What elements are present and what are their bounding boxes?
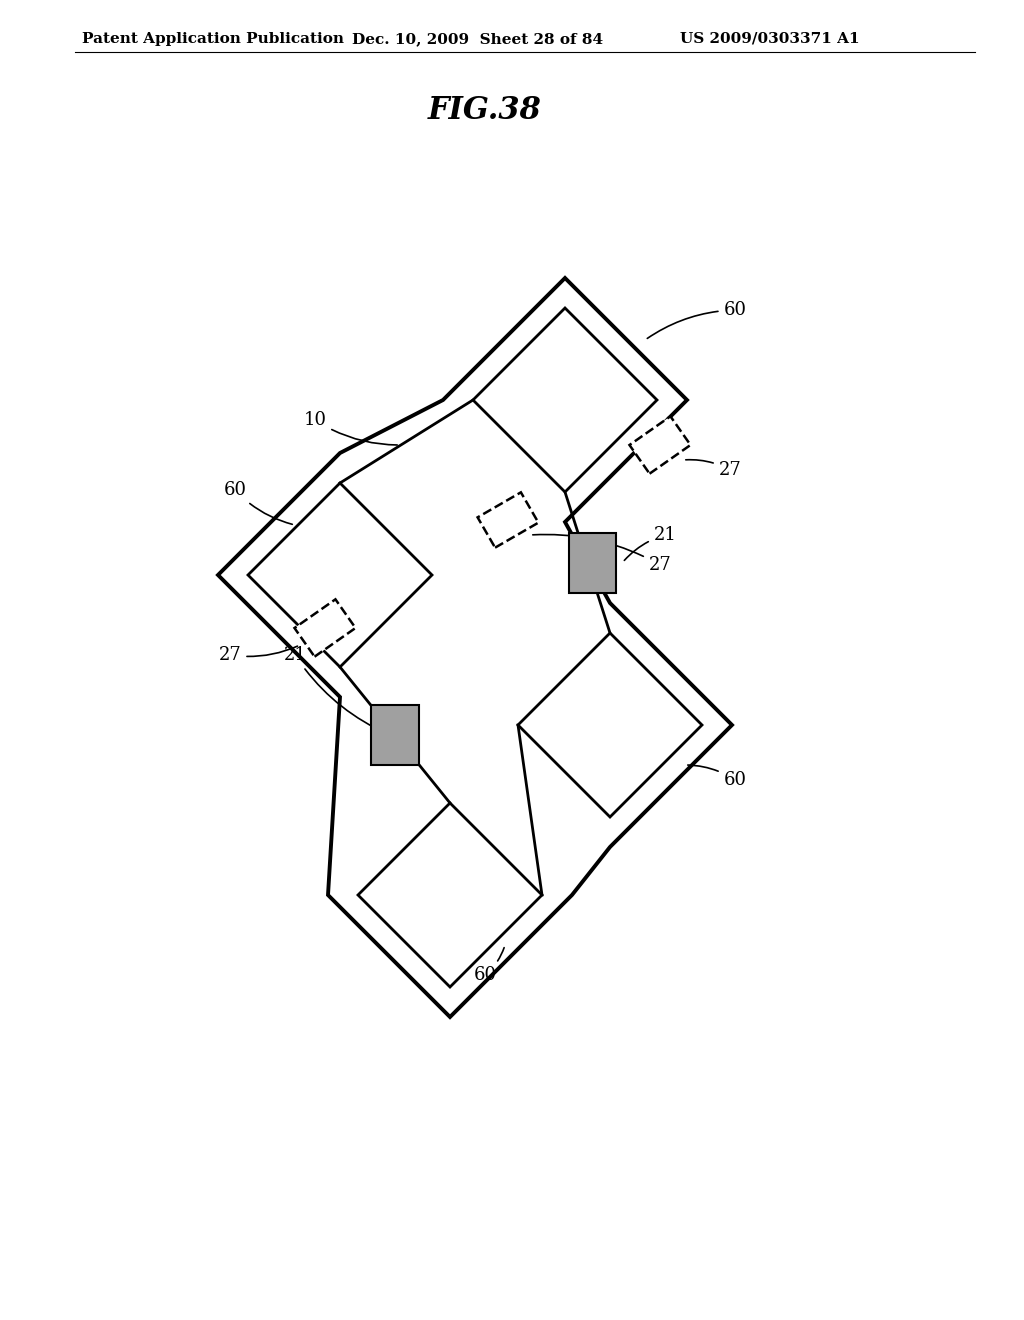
Polygon shape [473, 308, 657, 492]
Polygon shape [477, 492, 539, 548]
Polygon shape [358, 803, 542, 987]
Text: 27: 27 [219, 645, 297, 664]
Polygon shape [630, 416, 690, 474]
Text: US 2009/0303371 A1: US 2009/0303371 A1 [680, 32, 859, 46]
Text: Dec. 10, 2009  Sheet 28 of 84: Dec. 10, 2009 Sheet 28 of 84 [352, 32, 603, 46]
Polygon shape [295, 599, 355, 656]
FancyBboxPatch shape [568, 532, 616, 593]
Polygon shape [518, 634, 702, 817]
Text: 60: 60 [647, 301, 746, 338]
Text: 60: 60 [473, 948, 504, 983]
Text: Patent Application Publication: Patent Application Publication [82, 32, 344, 46]
Text: 60: 60 [688, 766, 746, 789]
Text: 27: 27 [532, 535, 672, 574]
Text: 60: 60 [223, 480, 292, 524]
Text: 27: 27 [686, 459, 741, 479]
Polygon shape [218, 279, 732, 1016]
Text: FIG.38: FIG.38 [428, 95, 542, 125]
Polygon shape [248, 483, 432, 667]
Text: 21: 21 [625, 525, 677, 561]
Text: 21: 21 [284, 645, 387, 734]
Text: 10: 10 [303, 411, 397, 445]
FancyBboxPatch shape [371, 705, 419, 766]
